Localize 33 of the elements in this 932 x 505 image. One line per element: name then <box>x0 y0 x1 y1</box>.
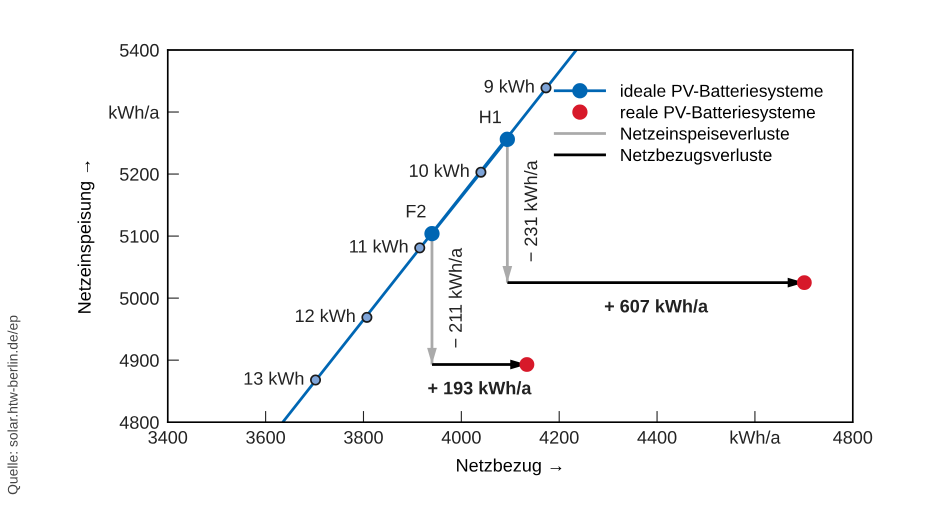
y-tick-label: 5200 <box>120 168 159 181</box>
y-axis-title: Netzeinspeisung → <box>78 161 94 313</box>
annotation: 10 kWh <box>410 164 469 178</box>
legend-label: Netzeinspeiseverluste <box>621 127 789 144</box>
x-tick-label: 4000 <box>442 430 481 444</box>
annotation: 13 kWh <box>244 372 304 385</box>
y-tick-label: 5400 <box>120 44 159 57</box>
legend-label: ideale PV-Batteriesysteme <box>621 84 823 100</box>
x-tick-label: kWh/a <box>730 430 781 444</box>
y-tick-label: 4800 <box>120 416 159 429</box>
x-tick-label: 4200 <box>540 430 579 444</box>
y-tick-label: 4900 <box>120 354 159 367</box>
y-tick-label: 5100 <box>120 230 159 243</box>
x-tick-label: 4800 <box>833 430 872 444</box>
x-tick-label: 3600 <box>246 430 285 444</box>
x-tick-label: 3800 <box>344 430 383 444</box>
annotation: − 231 kWh/a <box>524 160 538 262</box>
x-axis-title: Netzbezug → <box>457 458 562 476</box>
x-tick-label: 4400 <box>637 430 676 444</box>
annotation: 12 kWh <box>296 308 355 322</box>
annotation: 11 kWh <box>350 239 408 253</box>
x-tick-label: 3400 <box>148 430 188 444</box>
legend-label: reale PV-Batteriesysteme <box>621 106 815 122</box>
y-tick-label: 5000 <box>120 292 159 305</box>
annotation: + 607 kWh/a <box>604 299 708 313</box>
legend-label: Netzbezugsverluste <box>621 148 772 165</box>
annotation: F2 <box>406 204 426 218</box>
annotation: + 193 kWh/a <box>428 381 532 395</box>
annotation: 9 kWh <box>484 79 534 93</box>
annotation: − 211 kWh/a <box>448 248 462 348</box>
annotation: H1 <box>480 110 501 124</box>
source-note: Quelle: solar.htw-berlin.de/ep <box>7 316 20 494</box>
y-tick-label: kWh/a <box>109 105 160 119</box>
